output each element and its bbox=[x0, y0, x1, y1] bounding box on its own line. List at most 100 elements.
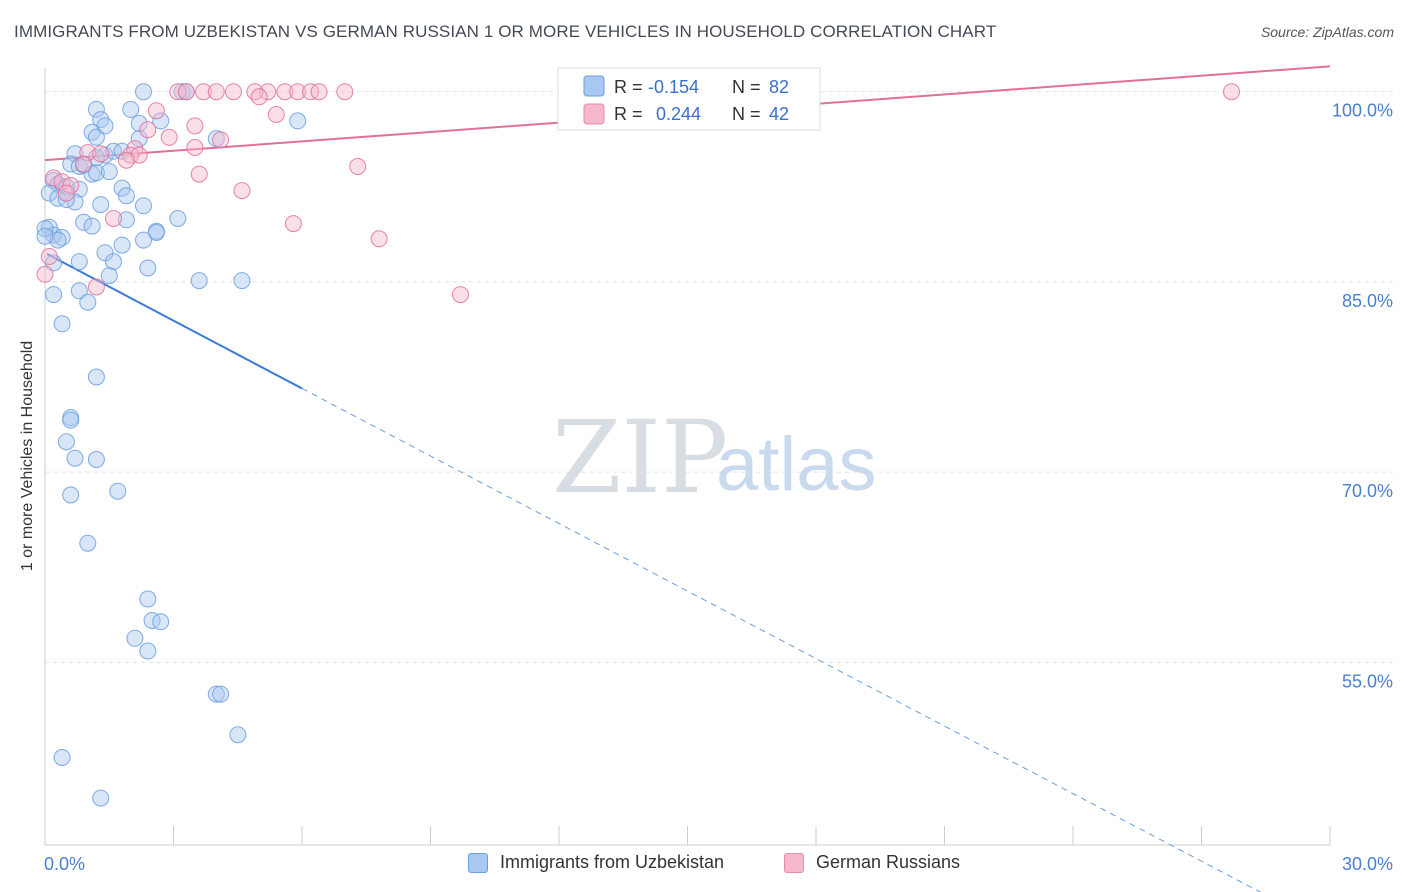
data-point bbox=[152, 112, 170, 130]
data-point bbox=[186, 117, 204, 135]
data-point bbox=[207, 685, 225, 703]
watermark-atlas: atlas bbox=[716, 422, 877, 507]
data-point bbox=[250, 88, 268, 106]
data-point bbox=[49, 189, 67, 207]
data-point bbox=[113, 236, 131, 254]
data-point bbox=[45, 286, 63, 304]
legend-swatch-uzbekistan bbox=[583, 75, 605, 97]
data-point bbox=[62, 486, 80, 504]
data-point bbox=[100, 163, 118, 181]
legend-swatch-uzbekistan-bottom bbox=[468, 852, 488, 873]
data-point bbox=[92, 196, 110, 214]
data-point bbox=[336, 83, 354, 101]
data-point bbox=[36, 227, 54, 245]
legend-label-uzbekistan: Immigrants from Uzbekistan bbox=[500, 852, 725, 872]
data-point bbox=[233, 182, 251, 200]
watermark-zip: ZIP bbox=[552, 399, 728, 516]
data-point bbox=[117, 211, 135, 229]
data-point bbox=[130, 146, 148, 164]
legend-r-label-2: R = bbox=[614, 104, 643, 124]
data-point bbox=[139, 259, 157, 277]
legend-n-uzbekistan: 82 bbox=[769, 77, 789, 97]
data-point bbox=[87, 278, 105, 296]
x-tick-label-min: 0.0% bbox=[44, 854, 85, 874]
data-point bbox=[92, 145, 110, 163]
data-point bbox=[1223, 83, 1240, 101]
data-point bbox=[452, 286, 469, 304]
data-point bbox=[87, 368, 105, 386]
data-point bbox=[66, 449, 84, 467]
data-point bbox=[79, 534, 97, 552]
x-tick-labels: 0.0% 30.0% bbox=[44, 854, 1393, 874]
data-point bbox=[49, 231, 67, 249]
data-point bbox=[117, 187, 135, 205]
data-point bbox=[289, 83, 307, 101]
data-point bbox=[169, 210, 187, 227]
data-point bbox=[96, 244, 114, 262]
data-point bbox=[36, 265, 54, 283]
data-point bbox=[53, 173, 71, 191]
data-point bbox=[87, 164, 105, 182]
data-point bbox=[225, 83, 242, 101]
data-point bbox=[122, 100, 140, 118]
data-point bbox=[212, 131, 230, 149]
data-point bbox=[310, 83, 328, 101]
legend-item-uzbekistan: Immigrants from Uzbekistan bbox=[468, 852, 724, 873]
stats-legend: R = -0.154 N = 82 R = 0.244 N = 42 bbox=[557, 67, 821, 131]
data-point bbox=[105, 210, 122, 227]
source-label: Source: ZipAtlas.com bbox=[1260, 24, 1394, 40]
points-german-russians bbox=[36, 83, 1240, 304]
data-point bbox=[135, 197, 152, 215]
data-point bbox=[57, 433, 75, 451]
legend-swatch-german-russians bbox=[583, 103, 605, 125]
data-point bbox=[53, 749, 71, 766]
data-point bbox=[87, 100, 105, 118]
data-point bbox=[105, 142, 122, 160]
points-uzbekistan bbox=[36, 83, 307, 807]
data-point bbox=[349, 158, 367, 175]
data-point bbox=[109, 482, 127, 500]
axes bbox=[44, 68, 1331, 846]
data-point bbox=[259, 83, 277, 101]
data-point bbox=[83, 217, 101, 235]
data-point bbox=[117, 151, 135, 169]
data-point bbox=[105, 253, 122, 271]
legend-swatch-german-russians-bottom bbox=[784, 852, 804, 873]
y-tick-label: 70.0% bbox=[1342, 481, 1393, 501]
data-point bbox=[92, 789, 110, 807]
data-point bbox=[53, 315, 71, 333]
data-point bbox=[57, 191, 75, 208]
chart-title: IMMIGRANTS FROM UZBEKISTAN VS GERMAN RUS… bbox=[14, 22, 997, 41]
data-point bbox=[276, 83, 294, 101]
data-point bbox=[139, 590, 157, 608]
data-point bbox=[100, 267, 118, 285]
data-point bbox=[212, 685, 230, 703]
data-point bbox=[177, 83, 195, 101]
data-point bbox=[139, 642, 157, 660]
data-point bbox=[152, 613, 170, 631]
data-point bbox=[186, 139, 204, 156]
legend-label-german-russians: German Russians bbox=[816, 852, 961, 872]
trend-line-uzbekistan bbox=[46, 253, 303, 390]
data-point bbox=[143, 612, 161, 629]
legend-item-german-russians: German Russians bbox=[784, 852, 960, 873]
legend-n-label-2: N = bbox=[732, 104, 761, 124]
y-tick-label: 100.0% bbox=[1332, 101, 1393, 121]
data-point bbox=[284, 215, 302, 233]
data-point bbox=[45, 169, 63, 187]
data-point bbox=[160, 128, 178, 146]
data-point bbox=[139, 121, 157, 139]
data-point bbox=[70, 282, 88, 300]
data-point bbox=[40, 248, 58, 265]
data-point bbox=[195, 83, 212, 101]
data-point bbox=[229, 726, 247, 744]
data-point bbox=[289, 112, 307, 130]
data-point bbox=[147, 224, 165, 241]
y-tick-labels: 100.0% 85.0% 70.0% 55.0% bbox=[1332, 101, 1393, 692]
legend-r-german-russians: 0.244 bbox=[656, 104, 701, 124]
data-point bbox=[267, 106, 285, 123]
data-point bbox=[62, 411, 80, 429]
data-point bbox=[75, 213, 93, 231]
legend-r-uzbekistan: -0.154 bbox=[648, 77, 699, 97]
